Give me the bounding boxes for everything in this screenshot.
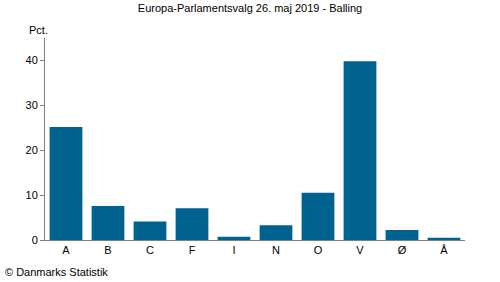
svg-text:30: 30 xyxy=(26,99,38,111)
svg-text:Ø: Ø xyxy=(398,244,407,256)
svg-text:© Danmarks Statistik: © Danmarks Statistik xyxy=(5,266,108,278)
svg-text:C: C xyxy=(146,244,154,256)
svg-text:F: F xyxy=(189,244,196,256)
svg-text:Pct.: Pct. xyxy=(29,24,48,36)
svg-text:20: 20 xyxy=(26,144,38,156)
svg-text:O: O xyxy=(314,244,323,256)
svg-text:Europa-Parlamentsvalg 26. maj: Europa-Parlamentsvalg 26. maj 2019 - Bal… xyxy=(138,2,362,14)
svg-text:A: A xyxy=(62,244,70,256)
svg-text:0: 0 xyxy=(32,234,38,246)
svg-text:V: V xyxy=(356,244,364,256)
svg-text:Å: Å xyxy=(440,244,448,256)
svg-text:I: I xyxy=(232,244,235,256)
svg-text:10: 10 xyxy=(26,189,38,201)
svg-text:40: 40 xyxy=(26,54,38,66)
svg-text:N: N xyxy=(272,244,280,256)
svg-text:B: B xyxy=(104,244,111,256)
